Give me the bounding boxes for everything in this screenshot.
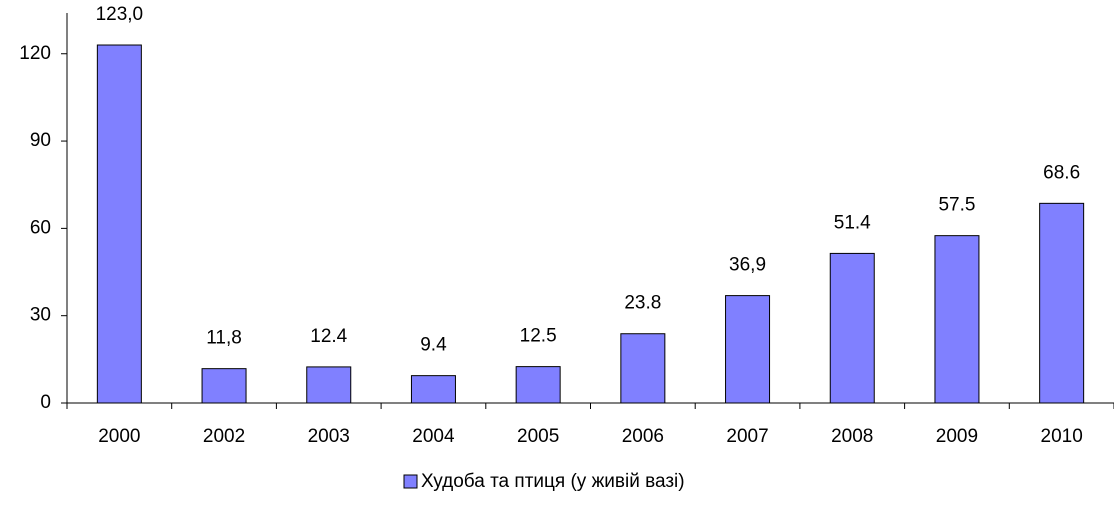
legend-label: Худоба та птиця (у живій вазі) (421, 471, 685, 492)
bar (201, 368, 247, 404)
x-tick-label: 2005 (517, 426, 559, 447)
x-tick-label: 2003 (308, 426, 350, 447)
bar (515, 366, 561, 404)
value-label: 12.4 (310, 326, 347, 347)
x-tick-label: 2007 (726, 426, 768, 447)
value-label: 51.4 (834, 212, 871, 233)
bar (620, 333, 666, 404)
bar (306, 366, 352, 404)
value-label: 9.4 (420, 335, 447, 356)
bar (725, 295, 771, 404)
value-label: 12.5 (520, 326, 557, 347)
x-tick-label: 2000 (98, 426, 140, 447)
x-tick-label: 2008 (831, 426, 873, 447)
value-label: 11,8 (206, 328, 242, 349)
value-label: 57.5 (938, 195, 975, 216)
value-label: 123,0 (96, 4, 144, 25)
value-label: 68.6 (1043, 162, 1080, 183)
y-tick-label: 60 (30, 217, 51, 238)
legend-swatch (403, 474, 418, 489)
x-tick-label: 2002 (203, 426, 245, 447)
x-tick-label: 2004 (412, 426, 455, 447)
x-tick-label: 2006 (622, 426, 664, 447)
x-tick-label: 2009 (936, 426, 978, 447)
y-tick-label: 30 (30, 305, 51, 326)
x-tick-label: 2010 (1041, 426, 1083, 447)
bar (829, 252, 875, 404)
value-label: 23.8 (624, 293, 661, 314)
y-tick-label: 120 (19, 43, 51, 64)
bar (1039, 202, 1085, 404)
value-label: 36,9 (729, 255, 766, 276)
y-tick-label: 0 (40, 392, 51, 413)
bar (934, 235, 980, 404)
bar (410, 375, 456, 404)
y-tick-label: 90 (30, 130, 51, 151)
bar (96, 44, 142, 404)
